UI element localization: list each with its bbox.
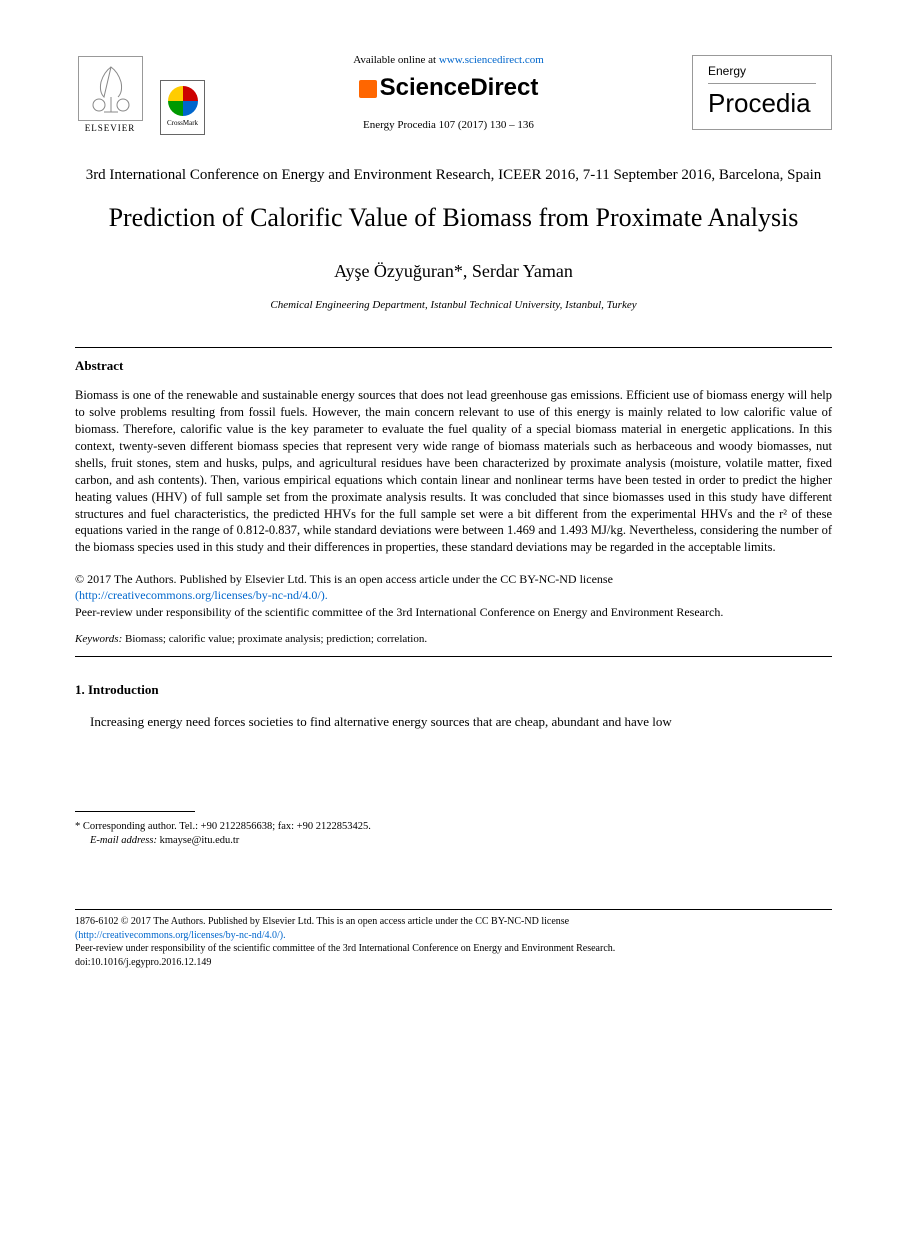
divider-top xyxy=(75,347,832,348)
crossmark-logo[interactable]: CrossMark xyxy=(160,80,205,135)
sciencedirect-text: ScienceDirect xyxy=(380,74,539,101)
email-label: E-mail address: xyxy=(90,835,157,846)
copyright-block: © 2017 The Authors. Published by Elsevie… xyxy=(75,571,832,620)
elsevier-logo: ELSEVIER xyxy=(75,50,145,135)
elsevier-label: ELSEVIER xyxy=(85,123,136,135)
header-left: ELSEVIER CrossMark xyxy=(75,50,205,135)
sd-icon xyxy=(359,80,377,98)
footer: 1876-6102 © 2017 The Authors. Published … xyxy=(75,915,832,969)
footnote: * Corresponding author. Tel.: +90 212285… xyxy=(75,820,832,849)
keywords: Keywords: Biomass; calorific value; prox… xyxy=(75,632,832,646)
keywords-text: Biomass; calorific value; proximate anal… xyxy=(122,633,427,645)
elsevier-tree-icon xyxy=(78,56,143,121)
sciencedirect-logo: ScienceDirect xyxy=(205,72,692,103)
journal-box: Energy Procedia xyxy=(692,55,832,129)
crossmark-label: CrossMark xyxy=(167,119,198,128)
peer-review-line: Peer-review under responsibility of the … xyxy=(75,604,832,620)
footer-peer-review: Peer-review under responsibility of the … xyxy=(75,942,832,956)
license-url[interactable]: (http://creativecommons.org/licenses/by-… xyxy=(75,587,832,603)
copyright-line1: © 2017 The Authors. Published by Elsevie… xyxy=(75,571,832,587)
footer-license-url[interactable]: (http://creativecommons.org/licenses/by-… xyxy=(75,929,832,943)
journal-energy: Energy xyxy=(708,64,816,84)
citation: Energy Procedia 107 (2017) 130 – 136 xyxy=(205,118,692,132)
affiliation: Chemical Engineering Department, Istanbu… xyxy=(75,298,832,312)
conference-info: 3rd International Conference on Energy a… xyxy=(75,165,832,186)
sciencedirect-url[interactable]: www.sciencedirect.com xyxy=(439,54,544,66)
abstract-text: Biomass is one of the renewable and sust… xyxy=(75,387,832,556)
footer-issn: 1876-6102 © 2017 The Authors. Published … xyxy=(75,915,832,929)
email-address: kmayse@itu.edu.tr xyxy=(157,835,239,846)
abstract-heading: Abstract xyxy=(75,358,832,375)
corresponding-author: * Corresponding author. Tel.: +90 212285… xyxy=(75,820,832,835)
footer-divider xyxy=(75,909,832,910)
header-row: ELSEVIER CrossMark Available online at w… xyxy=(75,50,832,135)
keywords-label: Keywords: xyxy=(75,633,122,645)
available-online: Available online at www.sciencedirect.co… xyxy=(205,53,692,67)
authors: Ayşe Özyuğuran*, Serdar Yaman xyxy=(75,260,832,283)
footer-doi: doi:10.1016/j.egypro.2016.12.149 xyxy=(75,956,832,970)
journal-procedia: Procedia xyxy=(708,87,816,121)
available-prefix: Available online at xyxy=(353,54,439,66)
introduction-heading: 1. Introduction xyxy=(75,682,832,699)
header-center: Available online at www.sciencedirect.co… xyxy=(205,53,692,133)
introduction-text: Increasing energy need forces societies … xyxy=(75,714,832,731)
footnote-divider xyxy=(75,811,195,812)
crossmark-icon xyxy=(168,86,198,116)
divider-bottom xyxy=(75,656,832,657)
paper-title: Prediction of Calorific Value of Biomass… xyxy=(75,201,832,235)
